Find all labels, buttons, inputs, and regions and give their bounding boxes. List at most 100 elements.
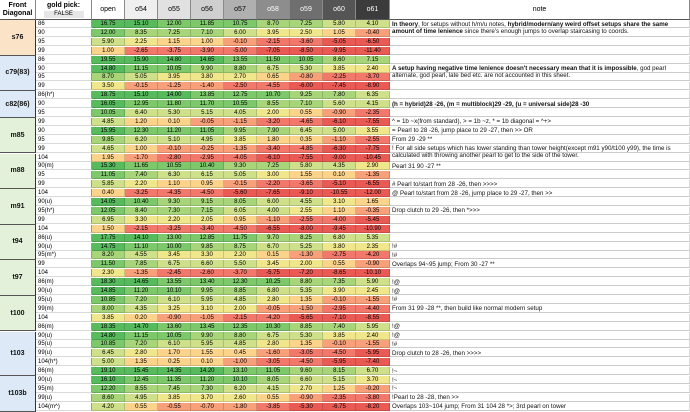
- row-height-label[interactable]: 95: [36, 171, 92, 180]
- value-cell[interactable]: 6.95: [92, 215, 125, 224]
- value-cell[interactable]: 6.60: [191, 260, 224, 269]
- value-cell[interactable]: 2.45: [356, 287, 390, 295]
- value-cell[interactable]: 14.35: [158, 367, 191, 376]
- value-cell[interactable]: 1.80: [257, 135, 290, 144]
- value-cell[interactable]: 12.95: [125, 100, 158, 109]
- value-cell[interactable]: 19.55: [92, 55, 125, 64]
- row-height-label[interactable]: 86(m): [36, 278, 92, 287]
- value-cell[interactable]: -7.10: [323, 313, 356, 322]
- row-height-label[interactable]: 99: [36, 215, 92, 224]
- value-cell[interactable]: 2.40: [356, 64, 390, 73]
- value-cell[interactable]: -2.15: [257, 37, 290, 46]
- value-cell[interactable]: 12.75: [224, 91, 257, 100]
- value-cell[interactable]: 0.25: [158, 358, 191, 367]
- note-cell[interactable]: [390, 100, 690, 109]
- value-cell[interactable]: 7.10: [290, 100, 323, 109]
- value-cell[interactable]: 10.70: [257, 91, 290, 100]
- value-cell[interactable]: 1.35: [290, 295, 323, 304]
- value-cell[interactable]: 2.30: [92, 269, 125, 278]
- note-cell[interactable]: [390, 322, 690, 331]
- value-cell[interactable]: 14.80: [92, 64, 125, 73]
- value-cell[interactable]: 8.60: [92, 393, 125, 402]
- value-cell[interactable]: 6.75: [158, 260, 191, 269]
- note-cell[interactable]: [390, 242, 690, 251]
- row-height-label[interactable]: 90: [36, 126, 92, 135]
- value-cell[interactable]: 11.50: [92, 260, 125, 269]
- note-cell[interactable]: [390, 295, 690, 304]
- value-cell[interactable]: -4.05: [224, 153, 257, 162]
- value-cell[interactable]: -1.50: [290, 304, 323, 313]
- value-cell[interactable]: 10.05: [92, 109, 125, 117]
- value-cell[interactable]: 0.55: [257, 393, 290, 402]
- value-cell[interactable]: 8.00: [92, 304, 125, 313]
- value-cell[interactable]: 14.65: [125, 278, 158, 287]
- note-cell[interactable]: [390, 313, 690, 322]
- value-cell[interactable]: 5.00: [323, 126, 356, 135]
- value-cell[interactable]: -5.45: [356, 215, 390, 224]
- value-cell[interactable]: 0.40: [92, 189, 125, 198]
- value-cell[interactable]: 16.05: [92, 100, 125, 109]
- value-cell[interactable]: 3.85: [323, 64, 356, 73]
- value-cell[interactable]: 11.75: [224, 233, 257, 242]
- value-cell[interactable]: 13.40: [191, 278, 224, 287]
- value-cell[interactable]: -4.50: [290, 358, 323, 367]
- value-cell[interactable]: -4.50: [323, 349, 356, 358]
- row-height-label[interactable]: 95: [36, 73, 92, 82]
- value-cell[interactable]: -0.55: [158, 402, 191, 411]
- value-cell[interactable]: -8.20: [356, 402, 390, 411]
- gold-pick-cell[interactable]: gold pick: FALSE: [36, 0, 92, 20]
- row-height-label[interactable]: 90(u): [36, 331, 92, 340]
- note-cell[interactable]: [390, 189, 690, 198]
- note-cell[interactable]: [390, 260, 690, 269]
- value-cell[interactable]: -4.40: [356, 304, 390, 313]
- value-cell[interactable]: 10.40: [191, 162, 224, 171]
- value-cell[interactable]: -8.50: [290, 46, 323, 55]
- value-cell[interactable]: 6.45: [92, 349, 125, 358]
- value-cell[interactable]: 10.05: [158, 64, 191, 73]
- value-cell[interactable]: -1.30: [290, 251, 323, 260]
- row-height-label[interactable]: 95(h*): [36, 206, 92, 215]
- value-cell[interactable]: 4.00: [257, 206, 290, 215]
- value-cell[interactable]: -3.80: [356, 393, 390, 402]
- value-cell[interactable]: 7.90: [257, 126, 290, 135]
- note-cell[interactable]: [390, 135, 690, 144]
- row-height-label[interactable]: 90(u): [36, 198, 92, 206]
- value-cell[interactable]: -0.90: [323, 109, 356, 117]
- row-height-label[interactable]: 104: [36, 153, 92, 162]
- value-cell[interactable]: 6.80: [257, 287, 290, 295]
- value-cell[interactable]: 1.25: [323, 384, 356, 393]
- value-cell[interactable]: 5.60: [323, 100, 356, 109]
- value-cell[interactable]: 12.30: [125, 126, 158, 135]
- value-cell[interactable]: 1.15: [158, 37, 191, 46]
- value-cell[interactable]: 1.20: [125, 117, 158, 126]
- row-height-label[interactable]: 99: [36, 144, 92, 153]
- value-cell[interactable]: 13.00: [158, 233, 191, 242]
- value-cell[interactable]: -6.55: [257, 224, 290, 233]
- value-cell[interactable]: 10.30: [257, 322, 290, 331]
- value-cell[interactable]: 12.35: [224, 322, 257, 331]
- note-cell[interactable]: [390, 340, 690, 349]
- value-cell[interactable]: -8.00: [290, 224, 323, 233]
- value-cell[interactable]: 2.00: [290, 260, 323, 269]
- value-cell[interactable]: -3.05: [290, 349, 323, 358]
- value-cell[interactable]: 1.05: [323, 28, 356, 37]
- value-cell[interactable]: -7.40: [356, 358, 390, 367]
- value-cell[interactable]: 8.80: [224, 64, 257, 73]
- note-cell[interactable]: [390, 126, 690, 135]
- row-height-label[interactable]: 99: [36, 117, 92, 126]
- value-cell[interactable]: 5.95: [191, 295, 224, 304]
- value-cell[interactable]: -2.55: [290, 215, 323, 224]
- value-cell[interactable]: 13.55: [158, 278, 191, 287]
- value-cell[interactable]: -5.05: [323, 37, 356, 46]
- value-cell[interactable]: 3.00: [257, 171, 290, 180]
- value-cell[interactable]: 15.10: [125, 91, 158, 100]
- value-cell[interactable]: 4.85: [224, 295, 257, 304]
- value-cell[interactable]: 0.10: [191, 358, 224, 367]
- note-cell[interactable]: [390, 153, 690, 162]
- value-cell[interactable]: 7.15: [356, 55, 390, 64]
- row-height-label[interactable]: 86(u): [36, 233, 92, 242]
- value-cell[interactable]: 8.55: [125, 384, 158, 393]
- note-cell[interactable]: [390, 233, 690, 242]
- value-cell[interactable]: 11.65: [125, 162, 158, 171]
- note-cell[interactable]: [390, 162, 690, 171]
